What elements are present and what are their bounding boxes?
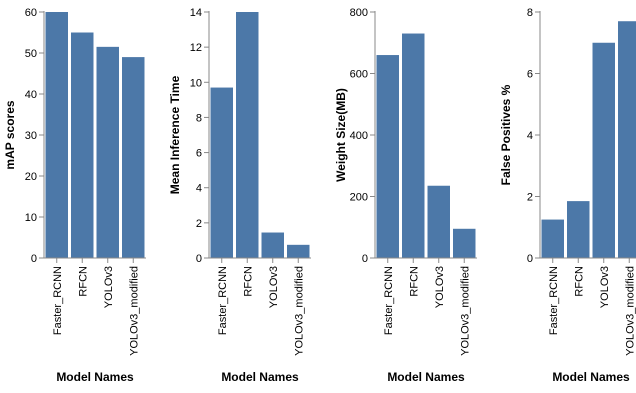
y-tick-label: 0: [527, 253, 533, 265]
y-tick-label: 200: [350, 192, 368, 204]
x-tick-label: RFCN: [242, 266, 254, 297]
y-tick-label: 60: [25, 7, 37, 19]
x-tick-label: YOLOv3_modified: [459, 266, 471, 356]
y-tick-label: 600: [350, 69, 368, 81]
y-tick-label: 6: [527, 69, 533, 81]
x-tick-label: YOLOv3_modified: [128, 266, 140, 356]
bar-yolov3-modified: [618, 21, 636, 258]
x-tick-label: Faster_RCNN: [52, 266, 64, 335]
y-tick-label: 0: [196, 253, 202, 265]
bar-rfcn: [402, 33, 425, 259]
chart-panel-3: 0 200 400 600 800 Faster_RCNN RFCN YOLOv3 YOLOv3…: [334, 7, 477, 384]
y-tick-label: 0: [31, 253, 37, 265]
bar-faster-rcnn: [541, 219, 564, 258]
bar-faster-rcnn: [45, 12, 68, 258]
x-tick-label: RFCN: [408, 266, 420, 297]
y-tick-label: 50: [25, 48, 37, 60]
y-tick-label: 8: [527, 7, 533, 19]
bar-rfcn: [236, 12, 259, 258]
y-axis-title: Weight Size(MB): [334, 88, 348, 182]
y-tick-label: 6: [196, 148, 202, 160]
x-tick-label: YOLOv3: [268, 266, 280, 308]
x-tick-label: YOLOv3_modified: [624, 266, 636, 356]
bar-rfcn: [71, 32, 94, 258]
bar-yolov3-modified: [287, 244, 310, 258]
bar-yolov3-modified: [122, 57, 145, 258]
x-tick-label: Faster_RCNN: [548, 266, 560, 335]
y-tick-label: 14: [190, 7, 202, 19]
y-axis-title: False Positives %: [499, 84, 513, 185]
y-tick-label: 12: [190, 42, 202, 54]
y-tick-label: 40: [25, 89, 37, 101]
x-tick-label: RFCN: [77, 266, 89, 297]
y-tick-label: 30: [25, 130, 37, 142]
y-tick-label: 400: [350, 130, 368, 142]
x-axis-title: Model Names: [56, 370, 134, 384]
y-tick-label: 4: [527, 130, 533, 142]
y-axis-title: mAP scores: [3, 100, 17, 169]
chart-panel-4: 0 2 4 6 8 Faster_RCNN RFCN YOLOv3 YOLOv3_modifie…: [499, 7, 636, 384]
x-tick-label: YOLOv3: [599, 266, 611, 308]
x-axis-title: Model Names: [552, 370, 630, 384]
bar-rfcn: [567, 201, 590, 258]
y-tick-label: 8: [196, 112, 202, 124]
y-tick-label: 10: [190, 77, 202, 89]
x-axis-title: Model Names: [221, 370, 299, 384]
y-tick-label: 2: [527, 192, 533, 204]
y-tick-label: 800: [350, 7, 368, 19]
y-tick-label: 0: [362, 253, 368, 265]
x-tick-label: Faster_RCNN: [383, 266, 395, 335]
x-tick-label: RFCN: [573, 266, 585, 297]
bar-yolov3: [592, 42, 615, 258]
bar-faster-rcnn: [210, 87, 233, 258]
x-tick-label: YOLOv3_modified: [293, 266, 305, 356]
bar-faster-rcnn: [376, 55, 399, 258]
x-tick-label: YOLOv3: [103, 266, 115, 308]
bar-yolov3: [96, 46, 119, 258]
y-tick-label: 10: [25, 212, 37, 224]
x-tick-label: YOLOv3: [434, 266, 446, 308]
x-axis-title: Model Names: [387, 370, 465, 384]
chart-panel-1: 0 10 20 30 40 50 60 Faster_RCNN RFCN YOLOv3 YOLOv3…: [3, 7, 146, 384]
chart-panel-2: 0 2 4 6 8 10 12 14 Faster_RCNN RFCN YOLOv3 YOLOv3_m…: [168, 7, 311, 384]
bar-yolov3-modified: [453, 228, 476, 258]
x-tick-label: Faster_RCNN: [217, 266, 229, 335]
bar-yolov3: [427, 185, 450, 258]
bar-yolov3: [261, 232, 284, 258]
y-tick-label: 20: [25, 171, 37, 183]
y-axis-title: Mean Inference Time: [168, 75, 182, 194]
y-tick-label: 4: [196, 183, 202, 195]
y-tick-label: 2: [196, 218, 202, 230]
